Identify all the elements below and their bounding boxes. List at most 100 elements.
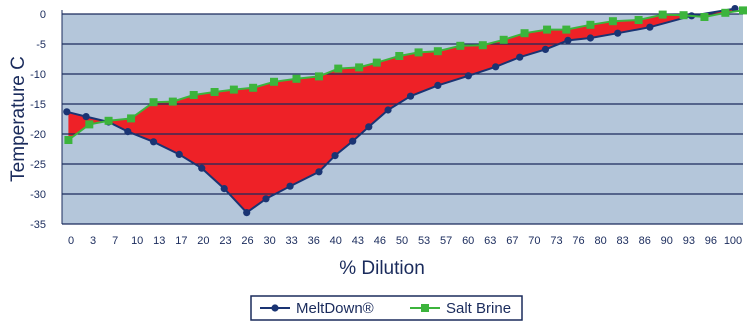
legend: MeltDown® Salt Brine [250, 295, 523, 321]
legend-label-salt-brine: Salt Brine [446, 300, 511, 317]
data-point-salt-brine [433, 47, 442, 56]
x-tick-label: 57 [440, 235, 452, 247]
data-point-meltdown [516, 53, 524, 61]
y-tick-label: 0 [40, 9, 46, 21]
x-tick-label: 86 [639, 235, 651, 247]
x-tick-label: 26 [241, 235, 253, 247]
data-point-salt-brine [249, 83, 258, 92]
data-point-salt-brine [499, 35, 508, 44]
legend-marker-meltdown [271, 304, 279, 312]
y-tick-label: -30 [30, 189, 46, 201]
x-tick-label: 46 [374, 235, 386, 247]
data-point-salt-brine [586, 20, 595, 29]
x-tick-label: 90 [661, 235, 673, 247]
data-point-meltdown [464, 72, 472, 80]
data-point-salt-brine [149, 98, 158, 107]
x-tick-label: 13 [153, 235, 165, 247]
data-point-meltdown [82, 113, 90, 121]
data-point-meltdown [63, 108, 71, 116]
x-tick-label: 36 [308, 235, 320, 247]
data-point-salt-brine [85, 120, 94, 129]
data-point-salt-brine [414, 48, 423, 57]
x-tick-label: 60 [462, 235, 474, 247]
data-point-meltdown [149, 138, 158, 146]
data-point-salt-brine [127, 114, 136, 123]
x-tick-label: 10 [131, 235, 143, 247]
data-point-salt-brine [395, 52, 404, 60]
data-point-salt-brine [372, 58, 381, 67]
series-layer [63, 5, 747, 217]
x-tick-label: 76 [572, 235, 584, 247]
data-point-meltdown [541, 45, 550, 54]
data-point-salt-brine [478, 41, 487, 50]
data-point-salt-brine [520, 29, 529, 38]
data-point-salt-brine [189, 91, 198, 99]
data-point-salt-brine [543, 25, 552, 34]
data-point-salt-brine [292, 74, 301, 83]
data-point-meltdown [586, 34, 595, 42]
data-point-salt-brine [64, 136, 73, 144]
x-tick-label: 3 [90, 235, 96, 247]
data-point-salt-brine [168, 97, 177, 106]
x-tick-label: 63 [484, 235, 496, 247]
legend-marker-salt-brine [421, 304, 429, 312]
y-tick-label: -35 [30, 219, 46, 231]
data-point-salt-brine [270, 77, 279, 86]
data-point-meltdown [434, 81, 442, 89]
data-point-meltdown [614, 29, 622, 37]
data-point-salt-brine [355, 63, 364, 72]
series-line-meltdown [66, 7, 736, 214]
data-point-salt-brine [608, 17, 617, 26]
data-point-salt-brine [104, 116, 113, 125]
data-point-salt-brine [658, 10, 667, 19]
x-tick-label: 40 [330, 235, 342, 247]
y-axis-title: Temperature C [8, 56, 29, 182]
y-tick-label: -20 [30, 129, 46, 141]
data-point-meltdown [262, 195, 270, 203]
gridlines [62, 13, 743, 225]
x-tick-label: 83 [617, 235, 629, 247]
x-tick-label: 100 [724, 235, 742, 247]
y-tick-label: -25 [30, 159, 46, 171]
difference-fill-layer [68, 8, 735, 213]
data-point-salt-brine [739, 6, 747, 15]
y-tick-label: -15 [30, 99, 46, 111]
y-tick-label: -10 [30, 69, 46, 81]
difference-area [68, 8, 735, 213]
data-point-salt-brine [210, 88, 219, 96]
x-tick-label: 30 [263, 235, 275, 247]
data-point-salt-brine [229, 85, 238, 94]
x-tick-label: 0 [68, 235, 74, 247]
data-point-meltdown [331, 152, 339, 160]
data-point-meltdown [220, 185, 228, 193]
x-tick-labels: 0 3 7 10 13 17 20 23 26 30 33 36 40 43 46 50 53 57 60 63 67 7… [68, 235, 742, 247]
data-point-meltdown [124, 128, 132, 136]
data-point-meltdown [349, 137, 357, 145]
data-point-meltdown [646, 23, 654, 31]
x-tick-label: 80 [594, 235, 606, 247]
x-tick-label: 23 [219, 235, 231, 247]
x-tick-label: 43 [352, 235, 364, 247]
x-tick-label: 17 [175, 235, 187, 247]
x-tick-label: 20 [197, 235, 209, 247]
data-point-salt-brine [634, 16, 643, 24]
data-point-meltdown [198, 164, 206, 172]
data-point-meltdown [315, 168, 323, 176]
x-tick-label: 73 [550, 235, 562, 247]
x-tick-label: 96 [705, 235, 717, 247]
x-tick-label: 93 [683, 235, 695, 247]
x-tick-label: 50 [396, 235, 408, 247]
legend-label-meltdown: MeltDown® [296, 300, 374, 317]
x-tick-label: 7 [112, 235, 118, 247]
data-point-salt-brine [562, 25, 571, 34]
data-point-meltdown [564, 36, 572, 45]
x-tick-label: 70 [528, 235, 540, 247]
data-point-salt-brine [314, 72, 323, 81]
data-point-meltdown [384, 106, 392, 114]
data-point-meltdown [243, 209, 251, 217]
data-point-salt-brine [721, 8, 730, 17]
data-point-meltdown [286, 182, 294, 190]
data-point-meltdown [175, 150, 183, 158]
data-point-meltdown [406, 92, 415, 100]
